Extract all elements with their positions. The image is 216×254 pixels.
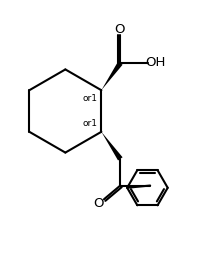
Text: O: O: [93, 197, 104, 210]
Text: or1: or1: [82, 94, 97, 103]
Polygon shape: [101, 132, 123, 161]
Text: or1: or1: [82, 119, 97, 128]
Polygon shape: [101, 61, 123, 90]
Text: O: O: [114, 23, 124, 36]
Text: OH: OH: [145, 56, 165, 69]
